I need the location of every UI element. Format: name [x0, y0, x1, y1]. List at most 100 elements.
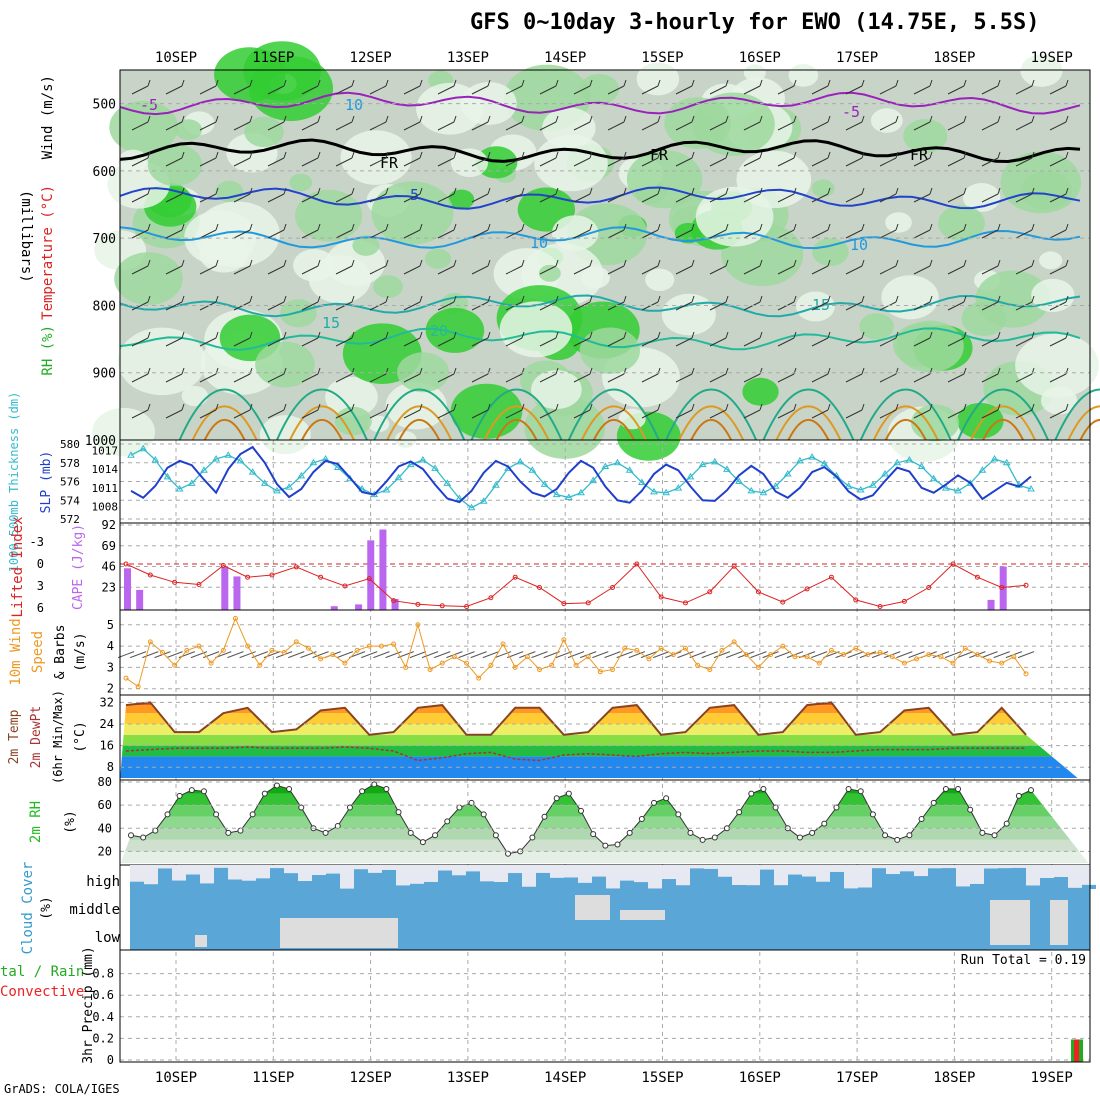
isotherm-line — [119, 138, 1081, 164]
wind-barb — [233, 409, 251, 419]
wind-barb — [505, 265, 523, 275]
isotherm-loop — [373, 388, 466, 441]
wind-barb — [403, 337, 421, 347]
wind-barb-tick — [759, 223, 763, 231]
thickness-marker — [248, 468, 257, 475]
wind-barb-tick — [929, 115, 933, 123]
wind10m-barb — [774, 651, 791, 659]
wind-barb-tick — [793, 403, 797, 411]
isotherm-loop-hot — [301, 419, 343, 441]
thickness-marker — [589, 476, 598, 484]
wind-barb — [335, 265, 353, 275]
cloud-layer-fill — [620, 910, 665, 920]
wind-barb — [573, 301, 591, 311]
cloud-gap — [228, 879, 242, 889]
wind-barb-tick — [895, 151, 899, 159]
wind-barb-tick — [657, 259, 661, 267]
wind-barb — [505, 337, 523, 347]
wind-barb — [1049, 373, 1067, 383]
wind10m-barb — [713, 651, 731, 659]
wind-barb-tick — [317, 79, 321, 87]
wind-barb — [165, 265, 183, 275]
rh-blob — [811, 179, 835, 198]
rh-blob — [184, 210, 257, 266]
wind-barb-tick — [215, 223, 219, 231]
wind-barb — [709, 373, 727, 383]
wind-barb-tick — [589, 367, 593, 375]
wind-barb — [1015, 265, 1033, 275]
wind-barb-tick — [1031, 79, 1035, 87]
thickness-marker — [978, 466, 987, 473]
thickness-marker — [698, 460, 707, 468]
wind-barb-tick — [691, 367, 695, 375]
rh-blob — [1040, 386, 1078, 415]
wind-barb — [301, 229, 319, 239]
rh-blob — [244, 116, 284, 148]
thickness-marker — [942, 484, 950, 491]
rh-blob — [340, 130, 412, 185]
wind10m-marker — [610, 667, 615, 673]
wind-barb-tick — [759, 79, 763, 87]
wind-barb — [743, 157, 761, 167]
wind-barb — [165, 85, 183, 95]
wind-barb — [131, 157, 149, 167]
wind-barb-tick — [623, 151, 627, 159]
wind-barb — [199, 373, 217, 383]
cloud-gap — [1012, 867, 1026, 889]
wind-barb-tick — [963, 223, 967, 231]
wind-barb-tick — [283, 259, 287, 267]
wind-barb — [199, 229, 217, 239]
wind-barb — [369, 265, 387, 275]
wind-barb-tick — [419, 367, 423, 375]
wind-barb-tick — [453, 187, 457, 195]
wind-barb — [471, 409, 489, 419]
wind-barb-tick — [419, 331, 423, 339]
wind-barb — [505, 301, 523, 311]
wind-barb-tick — [929, 331, 933, 339]
wind-barb-tick — [317, 223, 321, 231]
wind-barb-tick — [283, 187, 287, 195]
wind-barb — [947, 157, 965, 167]
precip-ylabel-text: 3hr Precip (mm) — [81, 946, 96, 1063]
wind-barb-tick — [521, 187, 525, 195]
wind-barb-tick — [351, 79, 355, 87]
wind10m-marker — [524, 654, 530, 660]
wind-barb — [845, 373, 863, 383]
rh2m-marker — [930, 799, 937, 806]
wind-barb — [641, 301, 659, 311]
wind-barb-tick — [691, 223, 695, 231]
tick-label: 578 — [60, 457, 80, 470]
cloud-gap — [144, 884, 158, 889]
wind-barb-tick — [725, 295, 729, 303]
wind-barb-tick — [283, 79, 287, 87]
temp-ylabel-4-text: (°C) — [73, 721, 88, 752]
cloud-gap — [256, 878, 270, 889]
rh2m-marker — [699, 836, 706, 843]
temp-ylabel-4: (°C) — [73, 721, 88, 752]
wind-barb-tick — [487, 403, 491, 411]
wind10m-marker — [366, 643, 372, 649]
wind-barb-tick — [623, 79, 627, 87]
rh2m-marker — [578, 807, 585, 814]
wind-barb — [879, 229, 897, 239]
thickness-marker — [808, 453, 816, 460]
wind-barb-tick — [555, 79, 559, 87]
wind-barb-tick — [861, 223, 865, 231]
thickness-marker — [990, 455, 999, 462]
wind-barb-tick — [385, 259, 389, 267]
wind10m-barb — [421, 651, 439, 659]
date-label-bottom: 16SEP — [739, 1070, 781, 1086]
tick-label: 900 — [93, 367, 116, 382]
wind-barb-tick — [1031, 187, 1035, 195]
tick-label: 23 — [102, 580, 116, 594]
thickness-marker — [224, 451, 233, 458]
rh2m-marker — [286, 785, 293, 792]
rh-blob — [961, 301, 1007, 336]
rh2m-band — [120, 851, 1090, 863]
wind-barb — [709, 301, 727, 311]
wind-barb-tick — [657, 115, 661, 123]
wind-barb — [471, 373, 489, 383]
wind-barb-tick — [351, 115, 355, 123]
ylabel-part: RH (%) — [40, 325, 56, 376]
rh2m-marker — [869, 811, 876, 818]
